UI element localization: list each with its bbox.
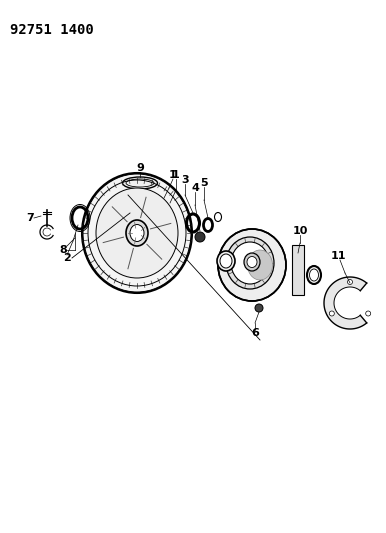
Ellipse shape — [247, 250, 273, 280]
Text: 4: 4 — [191, 183, 199, 193]
Text: 8: 8 — [59, 245, 67, 255]
Circle shape — [329, 311, 334, 316]
Circle shape — [255, 304, 263, 312]
Ellipse shape — [231, 242, 269, 284]
Ellipse shape — [220, 254, 232, 268]
Text: 7: 7 — [26, 213, 34, 223]
Circle shape — [195, 232, 205, 242]
Circle shape — [347, 279, 352, 285]
Ellipse shape — [244, 253, 260, 271]
Ellipse shape — [310, 269, 318, 281]
Ellipse shape — [96, 188, 178, 278]
Ellipse shape — [82, 173, 192, 293]
Ellipse shape — [130, 224, 144, 241]
Text: 3: 3 — [181, 175, 189, 185]
Text: 6: 6 — [251, 328, 259, 338]
Text: 5: 5 — [200, 178, 208, 188]
Circle shape — [366, 311, 371, 316]
Text: 11: 11 — [330, 251, 346, 261]
Text: 9: 9 — [136, 163, 144, 173]
Ellipse shape — [218, 229, 286, 301]
Text: 10: 10 — [292, 226, 308, 236]
FancyBboxPatch shape — [292, 245, 304, 295]
Polygon shape — [324, 277, 367, 329]
Ellipse shape — [126, 220, 148, 246]
Ellipse shape — [307, 266, 321, 284]
Ellipse shape — [122, 177, 157, 189]
Text: 1: 1 — [172, 170, 180, 180]
Text: 92751 1400: 92751 1400 — [10, 23, 94, 37]
Ellipse shape — [217, 251, 235, 271]
Text: 1: 1 — [169, 170, 177, 180]
Ellipse shape — [247, 256, 257, 268]
Text: 2: 2 — [63, 253, 71, 263]
Ellipse shape — [226, 237, 274, 289]
